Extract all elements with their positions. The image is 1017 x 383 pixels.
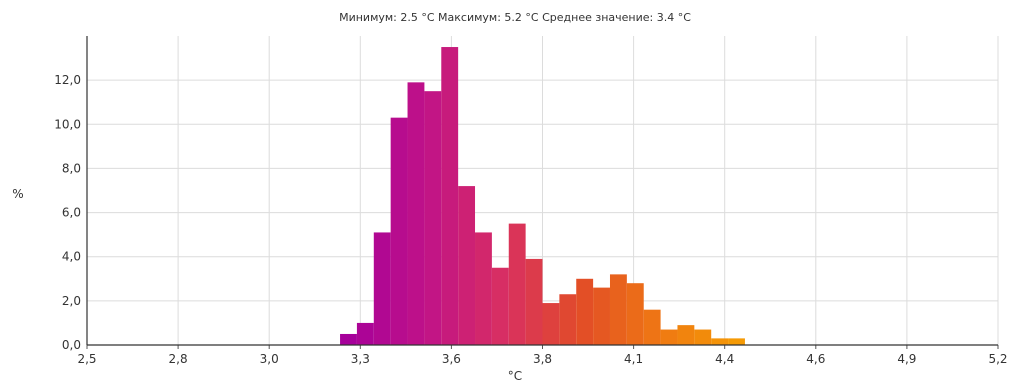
histogram-bar: [694, 329, 712, 345]
grid: [86, 36, 999, 349]
histogram-bar: [424, 91, 442, 345]
x-tick-label: 4,9: [897, 352, 916, 366]
axes: [86, 36, 998, 346]
y-tick-label: 4,0: [62, 250, 81, 264]
x-tick-label: 3,0: [260, 352, 279, 366]
y-tick-label: 8,0: [62, 161, 81, 175]
histogram-bar: [643, 309, 661, 345]
histogram-bar: [458, 186, 476, 345]
histogram-bar: [677, 325, 695, 345]
histogram-bar: [728, 338, 745, 345]
histogram-bar: [576, 278, 594, 345]
histogram-bar: [711, 338, 729, 345]
x-tick-label: 4,6: [806, 352, 825, 366]
y-tick-labels: 0,0 2,0 4,0 6,0 8,0 10,0 12,0: [54, 73, 81, 352]
y-tick-label: 2,0: [62, 294, 81, 308]
bars: [340, 47, 745, 346]
x-tick-label: 2,8: [169, 352, 188, 366]
histogram-bar: [441, 47, 459, 346]
y-tick-label: 0,0: [62, 338, 81, 352]
x-axis-title: °C: [508, 369, 522, 383]
histogram-bar: [475, 232, 492, 345]
histogram-bar: [373, 232, 391, 345]
histogram-bar: [660, 329, 678, 345]
y-tick-label: 12,0: [54, 73, 81, 87]
histogram-bar: [508, 223, 526, 345]
histogram-bar: [356, 322, 374, 345]
x-tick-label: 3,3: [351, 352, 370, 366]
x-tick-label: 4,1: [624, 352, 643, 366]
x-tick-labels: 2,5 2,8 3,0 3,3 3,6 3,8 4,1 4,4 4,6 4,9 5,2: [77, 352, 1007, 366]
x-tick-label: 3,8: [533, 352, 552, 366]
histogram-bar: [542, 303, 560, 345]
x-tick-label: 4,4: [715, 352, 734, 366]
histogram-bar: [593, 287, 610, 345]
chart-title: Минимум: 2.5 °C Максимум: 5.2 °C Среднее…: [339, 11, 691, 24]
histogram-bar: [491, 267, 509, 345]
histogram-bar: [525, 258, 543, 345]
x-tick-label: 3,6: [442, 352, 461, 366]
histogram-bar: [407, 82, 425, 345]
histogram-bar: [390, 117, 408, 346]
histogram-bar: [609, 274, 627, 345]
histogram-bar: [559, 294, 577, 345]
histogram-bar: [626, 283, 644, 345]
x-tick-label: 2,5: [77, 352, 96, 366]
x-tick-label: 5,2: [988, 352, 1007, 366]
y-tick-label: 6,0: [62, 206, 81, 220]
y-axis-title: %: [12, 187, 23, 201]
y-tick-label: 10,0: [54, 117, 81, 131]
histogram-bar: [340, 333, 357, 345]
